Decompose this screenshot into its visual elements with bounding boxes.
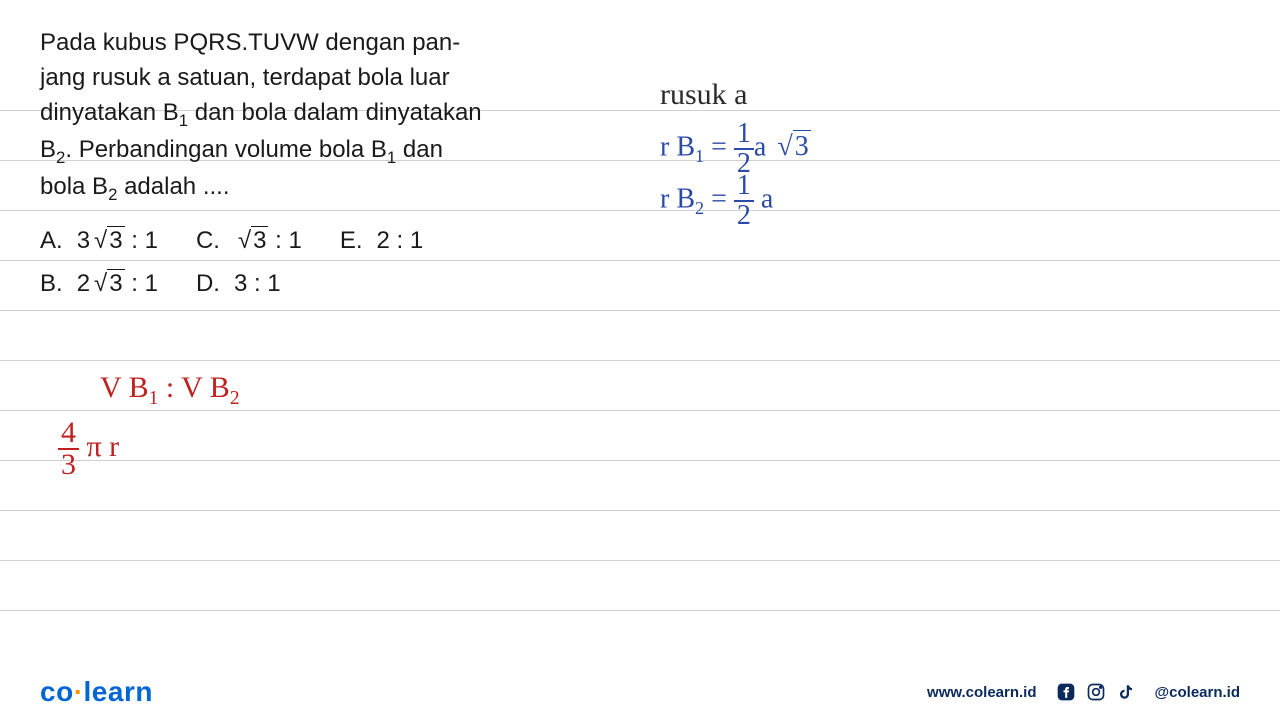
option-c-letter: C. bbox=[196, 219, 220, 262]
social-icons bbox=[1055, 681, 1137, 703]
tiktok-icon bbox=[1115, 681, 1137, 703]
handwritten-note-rusuk: rusuk a bbox=[660, 78, 747, 112]
handwritten-rb1: r B1 = 12a 3 bbox=[660, 120, 811, 178]
option-a-letter: A. bbox=[40, 219, 63, 262]
logo-learn: learn bbox=[84, 676, 153, 707]
q-line5-sub: 2 bbox=[108, 185, 117, 204]
footer-bar: co·learn www.colearn.id @colearn.id bbox=[0, 664, 1280, 720]
q-line4-mid: . Perbandingan volume bola B bbox=[65, 136, 387, 163]
option-d-value: 3 : 1 bbox=[234, 262, 281, 305]
footer-url: www.colearn.id bbox=[927, 684, 1036, 701]
handwritten-volume-formula: 43 π r bbox=[58, 418, 119, 480]
facebook-icon bbox=[1055, 681, 1077, 703]
q-line3-pre: dinyatakan B bbox=[40, 99, 179, 126]
q-line5-pre: bola B bbox=[40, 173, 108, 200]
q-line5-post: adalah .... bbox=[117, 173, 229, 200]
instagram-icon bbox=[1085, 681, 1107, 703]
content-area: Pada kubus PQRS.TUVW dengan pan- jang ru… bbox=[0, 0, 1280, 720]
option-c-value: 3 : 1 bbox=[234, 219, 302, 262]
footer-handle: @colearn.id bbox=[1155, 684, 1240, 701]
option-d: D. 3 : 1 bbox=[196, 262, 281, 305]
option-b-value: 23 : 1 bbox=[77, 262, 158, 305]
q-line1: Pada kubus PQRS.TUVW dengan pan- bbox=[40, 29, 460, 56]
option-b-letter: B. bbox=[40, 262, 63, 305]
q-line2: jang rusuk a satuan, terdapat bola luar bbox=[40, 64, 450, 91]
footer-right: www.colearn.id @colearn.id bbox=[927, 681, 1240, 703]
logo-dot: · bbox=[74, 676, 84, 707]
q-line3-post: dan bola dalam dinyatakan bbox=[188, 99, 482, 126]
option-e-value: 2 : 1 bbox=[377, 219, 424, 262]
question-text: Pada kubus PQRS.TUVW dengan pan- jang ru… bbox=[40, 26, 540, 207]
handwritten-vb-ratio: V B1 : V B2 bbox=[100, 370, 240, 410]
option-a: A. 33 : 1 bbox=[40, 219, 158, 262]
logo-co: co bbox=[40, 676, 74, 707]
answer-options: A. 33 : 1 C. 3 : 1 E. 2 : 1 B. 23 : 1 D.… bbox=[40, 219, 1240, 305]
handwritten-rb2: r B2 = 12 a bbox=[660, 172, 773, 230]
option-c: C. 3 : 1 bbox=[196, 219, 302, 262]
option-b: B. 23 : 1 bbox=[40, 262, 158, 305]
q-line3-sub: 1 bbox=[179, 110, 188, 129]
q-line4-post: dan bbox=[396, 136, 443, 163]
q-line4-pre: B bbox=[40, 136, 56, 163]
brand-logo: co·learn bbox=[40, 676, 153, 708]
option-e-letter: E. bbox=[340, 219, 363, 262]
option-d-letter: D. bbox=[196, 262, 220, 305]
q-line4-sub: 2 bbox=[56, 148, 65, 167]
q-line4-sub2: 1 bbox=[387, 148, 396, 167]
option-a-value: 33 : 1 bbox=[77, 219, 158, 262]
option-e: E. 2 : 1 bbox=[340, 219, 423, 262]
